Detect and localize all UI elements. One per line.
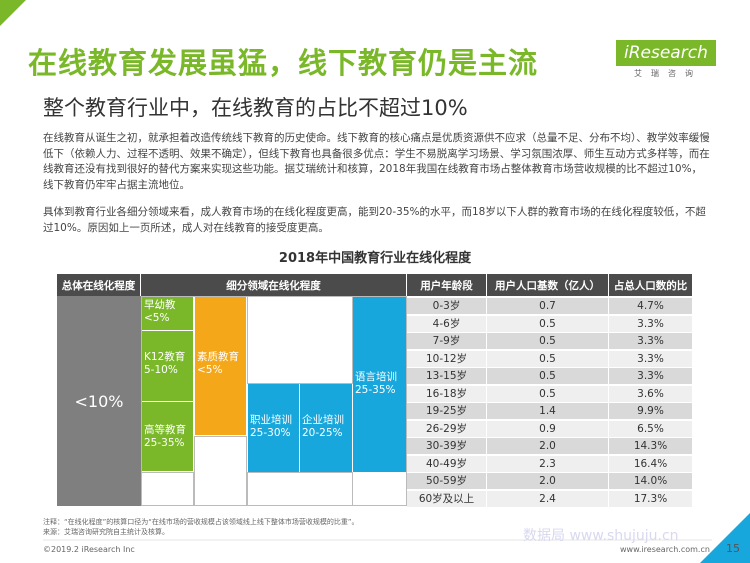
population-cell: 0.5: [487, 385, 609, 402]
empty-box-4: [247, 472, 353, 506]
age-cell: 7-9岁: [407, 333, 487, 349]
watermark: 数据局 www.shujuju.cn: [523, 528, 679, 544]
table-row: 7-9岁 0.5 3.3%: [407, 333, 693, 349]
header-percent: 占总人口数的比: [609, 274, 693, 296]
percent-cell: 14.0%: [609, 473, 693, 489]
chart-title: 2018年中国教育行业在线化程度: [278, 251, 472, 266]
overall-value: <10%: [74, 391, 124, 411]
segment-name: 语言培训: [355, 371, 397, 383]
percent-cell: 9.9%: [609, 403, 693, 419]
population-cell: 0.5: [487, 333, 609, 349]
population-cell: 0.5: [487, 350, 609, 367]
percent-cell: 3.3%: [609, 350, 693, 367]
note-text: 注释：“在线化程度”的核算口径为“在线市场的营收规模占该领域线上线下整体市场营收…: [43, 518, 359, 526]
age-cell: 13-15岁: [407, 368, 487, 384]
population-cell: 2.3: [487, 455, 609, 472]
table-row: 16-18岁 0.5 3.6%: [407, 385, 693, 402]
percent-cell: 6.5%: [609, 420, 693, 437]
age-cell: 26-29岁: [407, 420, 487, 437]
website: www.iresearch.com.cn: [620, 545, 710, 554]
segment-early-education: 早幼教 <5%: [142, 297, 193, 330]
segment-corporate-training: 企业培训 20-25%: [300, 384, 352, 472]
age-cell: 50-59岁: [407, 473, 487, 489]
copyright: ©2019.2 iResearch Inc: [43, 545, 135, 554]
segment-k12: K12教育 5-10%: [142, 331, 193, 401]
percent-cell: 14.3%: [609, 438, 693, 454]
age-cell: 60岁及以上: [407, 490, 487, 507]
page-number: 15: [726, 542, 740, 555]
segment-value: 25-35%: [144, 437, 185, 449]
percent-cell: 3.3%: [609, 315, 693, 332]
empty-box-1: [141, 472, 194, 506]
percent-cell: 3.3%: [609, 368, 693, 384]
logo-subtext: 艾瑞咨询: [634, 69, 702, 78]
age-cell: 10-12岁: [407, 350, 487, 367]
segment-quality-education: 素质教育 <5%: [195, 297, 246, 435]
segment-name: K12教育: [144, 351, 186, 363]
percent-cell: 4.7%: [609, 298, 693, 314]
segment-higher-education: 高等教育 25-35%: [142, 402, 193, 471]
top-left-triangle: [0, 0, 26, 26]
body-paragraph-2: 具体到教育行业各细分领域来看，成人教育市场的在线化程度更高，能到20-35%的水…: [43, 206, 706, 234]
bottom-right-triangle: [700, 513, 750, 563]
header-overall: 总体在线化程度: [57, 274, 141, 296]
segment-vocational-training: 职业培训 25-30%: [248, 384, 299, 472]
table-row: 10-12岁 0.5 3.3%: [407, 350, 693, 367]
table-row: 13-15岁 0.5 3.3%: [407, 368, 693, 384]
header-population: 用户人口基数（亿人）: [487, 274, 609, 296]
page-subtitle: 整个教育行业中，在线教育的占比不超过10%: [43, 96, 468, 120]
population-cell: 0.9: [487, 420, 609, 437]
header-age: 用户年龄段: [407, 274, 487, 296]
table-row: 40-49岁 2.3 16.4%: [407, 455, 693, 472]
segment-name: 早幼教: [144, 299, 176, 311]
population-cell: 2.0: [487, 438, 609, 454]
source-text: 来源：艾瑞咨询研究院自主统计及核算。: [43, 528, 169, 536]
table-row: 60岁及以上 2.4 17.3%: [407, 490, 693, 507]
age-cell: 4-6岁: [407, 315, 487, 332]
segment-name: 高等教育: [144, 424, 186, 436]
population-cell: 0.5: [487, 315, 609, 332]
segment-name: 企业培训: [302, 414, 344, 426]
table-row: 0-3岁 0.7 4.7%: [407, 298, 693, 314]
header-segments: 细分领域在线化程度: [141, 274, 407, 296]
table-row: 19-25岁 1.4 9.9%: [407, 403, 693, 419]
age-cell: 40-49岁: [407, 455, 487, 472]
age-cell: 0-3岁: [407, 298, 487, 314]
population-cell: 2.0: [487, 473, 609, 489]
page-title: 在线教育发展虽猛，线下教育仍是主流: [28, 46, 539, 80]
segment-name: 职业培训: [250, 414, 292, 426]
body-paragraph-1: 在线教育从诞生之初，就承担着改造传统线下教育的历史使命。线下教育的核心痛点是优质…: [43, 132, 710, 191]
age-cell: 16-18岁: [407, 385, 487, 402]
empty-box-2: [194, 436, 247, 506]
table-row: 26-29岁 0.9 6.5%: [407, 420, 693, 437]
percent-cell: 16.4%: [609, 455, 693, 472]
segment-value: 20-25%: [302, 427, 343, 439]
segment-value: <5%: [197, 364, 223, 376]
percent-cell: 3.3%: [609, 333, 693, 349]
segment-language-training: 语言培训 25-35%: [353, 297, 406, 472]
segment-name: 素质教育: [197, 351, 239, 363]
population-cell: 1.4: [487, 403, 609, 419]
population-cell: 0.5: [487, 368, 609, 384]
percent-cell: 17.3%: [609, 490, 693, 507]
segment-value: 25-30%: [250, 427, 291, 439]
table-row: 30-39岁 2.0 14.3%: [407, 438, 693, 454]
percent-cell: 3.6%: [609, 385, 693, 402]
age-cell: 30-39岁: [407, 438, 487, 454]
population-cell: 2.4: [487, 490, 609, 507]
segment-value: <5%: [144, 312, 170, 324]
iresearch-logo: iResearch 艾瑞咨询: [616, 40, 716, 82]
segment-value: 25-35%: [355, 384, 396, 396]
table-row: 4-6岁 0.5 3.3%: [407, 315, 693, 332]
empty-box-3: [247, 296, 353, 384]
population-cell: 0.7: [487, 298, 609, 314]
table-row: 50-59岁 2.0 14.0%: [407, 473, 693, 489]
logo-text: iResearch: [616, 40, 716, 66]
overall-online-rate: <10%: [57, 296, 141, 506]
segment-value: 5-10%: [144, 364, 178, 376]
age-cell: 19-25岁: [407, 403, 487, 419]
